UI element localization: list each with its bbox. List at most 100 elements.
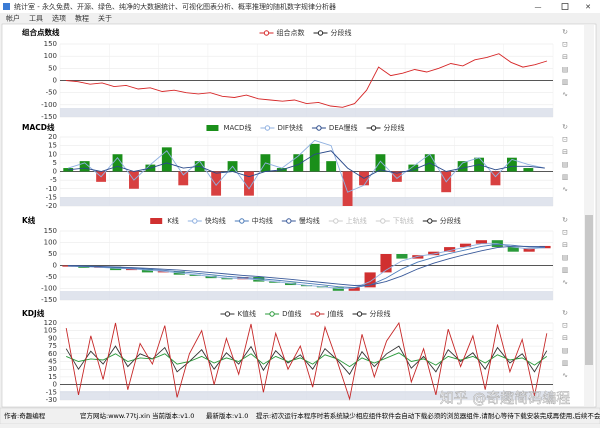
legend-label[interactable]: 分段线: [331, 28, 352, 37]
legend: MACD线 DIF快线 DEA慢线 分段线: [206, 123, 405, 132]
toolbox-icon[interactable]: ▥: [562, 266, 569, 274]
y-tick-label: 10: [48, 150, 57, 158]
y-tick-label: 75: [48, 342, 57, 350]
status-item: 最新版本:v1.0: [206, 411, 248, 420]
legend-label[interactable]: 快均线: [205, 216, 226, 225]
y-tick-label: 20: [48, 133, 57, 141]
toolbox-icon[interactable]: ⊡: [562, 229, 568, 237]
toolbox-icon[interactable]: ⊟: [562, 241, 568, 249]
legend-label[interactable]: K线: [167, 216, 179, 225]
legend-label[interactable]: 中均线: [252, 216, 273, 225]
y-tick-label: -10: [46, 185, 57, 193]
candle: [189, 274, 201, 276]
y-tick-label: 60: [48, 350, 57, 358]
legend-label[interactable]: 下轨线: [393, 216, 414, 225]
legend-label[interactable]: 组合点数: [277, 28, 305, 37]
menu-item[interactable]: 选项: [52, 14, 66, 23]
bar: [161, 147, 172, 172]
legend-label[interactable]: DIF快线: [277, 123, 302, 132]
legend-marker: [427, 218, 433, 224]
bar: [178, 171, 189, 186]
legend-marker: [316, 125, 322, 131]
toolbox-icon[interactable]: ↻: [562, 28, 568, 36]
chart-panel: K线 150 100 50 0 -50 -100 -150 K线 快均线 中均线 慢均线 上轨线 下轨线 分…: [22, 215, 568, 304]
y-tick-label: 105: [44, 327, 57, 335]
status-item: 作者:奇趣编程: [4, 411, 46, 420]
y-tick-label: 15: [48, 142, 57, 150]
legend-label[interactable]: DEA慢线: [329, 123, 358, 132]
toolbox-icon[interactable]: ↻: [562, 123, 568, 131]
scrollbar-thumb[interactable]: [585, 215, 593, 365]
menu-item[interactable]: 关于: [98, 14, 112, 23]
zoom-slider: [60, 391, 553, 400]
legend-label[interactable]: 上轨线: [346, 216, 367, 225]
toolbox-icon[interactable]: ∿: [562, 186, 568, 194]
legend-label[interactable]: 分段线: [370, 309, 391, 318]
legend-label[interactable]: 分段线: [384, 123, 405, 132]
chart-title: MACD线: [22, 122, 55, 132]
toolbox-icon[interactable]: ▤: [562, 161, 569, 169]
toolbox-icon[interactable]: ▤: [562, 254, 569, 262]
y-tick-label: 0: [53, 77, 57, 85]
toolbox-icon[interactable]: ↻: [562, 309, 568, 317]
bar: [293, 154, 304, 172]
y-tick-label: -5: [50, 176, 57, 184]
toolbox-icon[interactable]: ↻: [562, 216, 568, 224]
y-tick-label: 100: [44, 52, 57, 60]
toolbox-icon[interactable]: ∿: [562, 372, 568, 380]
toolbox-icon[interactable]: ⊡: [562, 41, 568, 49]
toolbox-icon[interactable]: ⊟: [562, 148, 568, 156]
close-button[interactable]: ✕: [585, 3, 591, 11]
candle: [364, 272, 376, 288]
candle: [348, 287, 360, 291]
legend-marker: [192, 218, 198, 224]
y-tick-label: -50: [46, 89, 57, 97]
status-bar: 作者:奇趣编程 官方网站:www.77tj.xin 当前版本:v1.0 最新版本:v1…: [0, 407, 600, 425]
bar: [375, 154, 386, 172]
maximize-button[interactable]: [561, 3, 569, 10]
bar: [112, 154, 123, 172]
y-tick-label: -15: [46, 388, 57, 396]
toolbox-icon[interactable]: ∿: [562, 279, 568, 287]
menu-item[interactable]: 帐户: [6, 14, 20, 23]
legend-marker: [333, 218, 339, 224]
candle: [523, 248, 535, 252]
menu-item[interactable]: 教程: [75, 14, 89, 23]
legend-label[interactable]: 慢均线: [299, 216, 320, 225]
zoom-slider: [60, 108, 553, 117]
toolbox-icon[interactable]: ⊡: [562, 322, 568, 330]
y-tick-label: 0: [53, 168, 57, 176]
series-line: [65, 53, 548, 108]
toolbox-icon[interactable]: ▥: [562, 359, 569, 367]
y-tick-label: 150: [44, 40, 57, 48]
zoom-slider: [60, 291, 553, 300]
candle: [269, 281, 281, 283]
legend-label[interactable]: K值线: [237, 309, 256, 318]
chart-panel: 组合点数线 150 100 50 0 -50 -100 -150 组合点数 分段线 ↻ ⊡ ⊟ ▤ ▥ ∿: [22, 27, 568, 121]
legend-label[interactable]: MACD线: [223, 123, 251, 132]
toolbox-icon[interactable]: ⊟: [562, 334, 568, 342]
legend-label[interactable]: 分段线: [440, 216, 461, 225]
toolbox-icon[interactable]: ∿: [562, 91, 568, 99]
toolbox-icon[interactable]: ▥: [562, 78, 569, 86]
legend-marker: [317, 30, 324, 36]
toolbox-icon[interactable]: ⊟: [562, 53, 568, 61]
legend-label[interactable]: J值线: [326, 309, 343, 318]
menu-item[interactable]: 工具: [29, 15, 43, 23]
menu-bar: 帐户 工具 选项 教程 关于: [6, 14, 112, 23]
legend-marker: [263, 30, 270, 36]
y-tick-label: 30: [48, 365, 57, 373]
toolbox-icon[interactable]: ▥: [562, 173, 569, 181]
candle: [459, 243, 472, 248]
candle: [205, 275, 217, 279]
legend-label[interactable]: D值线: [282, 309, 301, 318]
toolbox-icon[interactable]: ▤: [562, 66, 569, 74]
watermark: 知乎 @奇趣简码编程: [440, 390, 570, 407]
legend-marker: [206, 125, 219, 131]
chart-panel: MACD线20151050-5-10-15-20MACD线 DIF快线 DEA慢线分…: [22, 122, 568, 210]
toolbox-icon[interactable]: ▤: [562, 347, 569, 355]
minimize-button[interactable]: —: [535, 3, 542, 11]
toolbox-icon[interactable]: ⊡: [562, 136, 568, 144]
legend-marker: [264, 125, 271, 131]
y-tick-label: 15: [48, 373, 57, 381]
